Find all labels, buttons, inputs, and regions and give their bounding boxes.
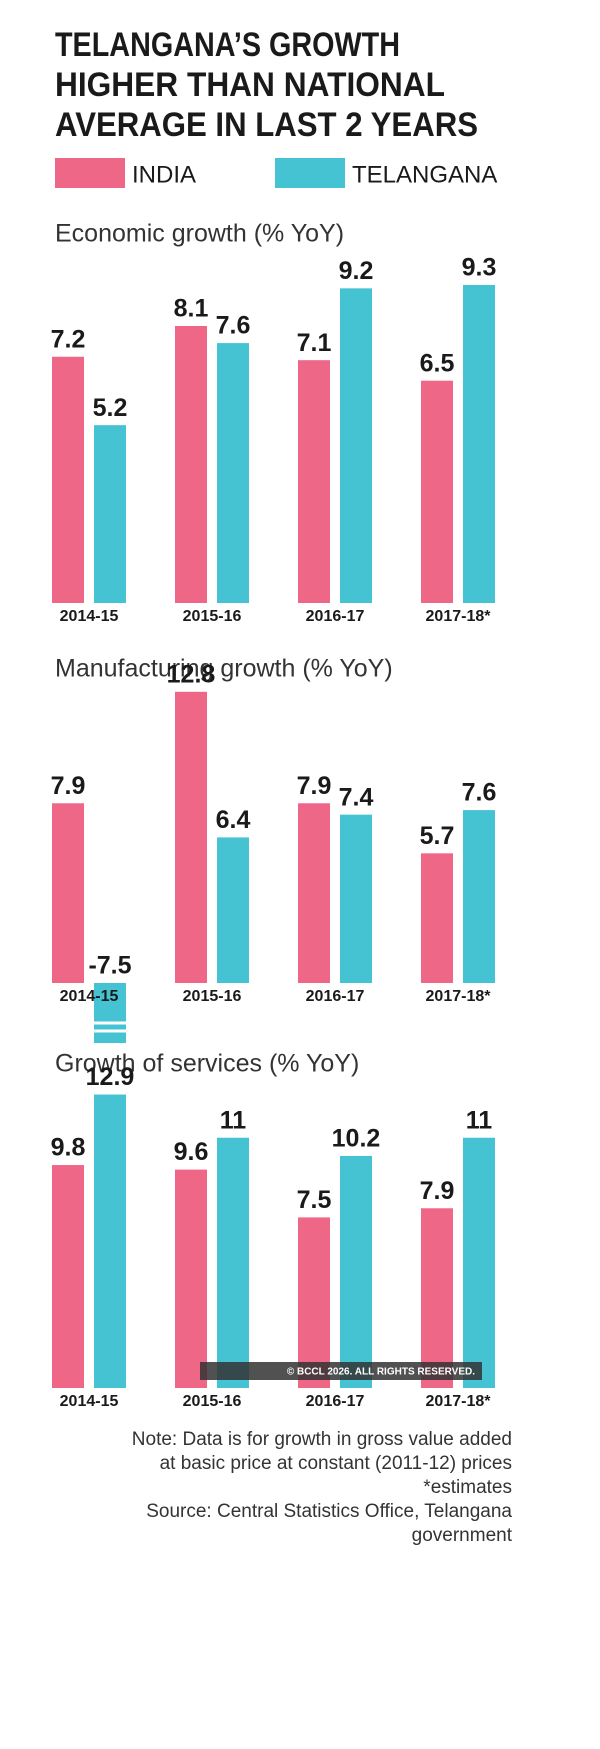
- category-label: 2016-17: [306, 1393, 365, 1410]
- category-label: 2015-16: [183, 1393, 242, 1410]
- bar: [421, 380, 453, 603]
- bars: [52, 1094, 495, 1388]
- value-label: 12.9: [86, 1063, 135, 1091]
- bar: [463, 284, 495, 603]
- bars: [52, 284, 495, 603]
- bar: [340, 288, 372, 603]
- value-label: -7.5: [88, 952, 131, 980]
- value-label: 7.9: [297, 772, 332, 800]
- category-label: 2014-15: [60, 608, 119, 625]
- category-label: 2016-17: [306, 988, 365, 1005]
- chart-subtitle: Manufacturing growth (% YoY): [55, 655, 393, 683]
- bar: [340, 1155, 372, 1388]
- category-label: 2014-15: [60, 988, 119, 1005]
- bar: [340, 814, 372, 983]
- bar: [298, 803, 330, 983]
- value-label: 7.2: [51, 325, 86, 353]
- copyright-bg: [200, 1362, 482, 1380]
- value-label: 7.9: [420, 1177, 455, 1205]
- value-label: 7.9: [51, 772, 86, 800]
- bar: [463, 810, 495, 983]
- value-label: 12.8: [167, 660, 216, 688]
- value-label: 7.5: [297, 1186, 332, 1214]
- value-label: 9.2: [339, 257, 374, 285]
- bars: [52, 691, 495, 1043]
- value-label: 8.1: [174, 295, 209, 323]
- bar: [52, 1165, 84, 1388]
- bar: [463, 1137, 495, 1388]
- bar: [94, 983, 126, 1043]
- bar: [421, 1208, 453, 1388]
- value-label: 6.5: [420, 349, 455, 377]
- bar: [421, 853, 453, 983]
- legend-label: INDIA: [132, 161, 196, 188]
- value-label: 7.6: [216, 312, 251, 340]
- note-line: at basic price at constant (2011-12) pri…: [160, 1453, 512, 1474]
- category-label: 2016-17: [306, 608, 365, 625]
- bar: [298, 1217, 330, 1388]
- category-label: 2017-18*: [426, 988, 492, 1005]
- bar: [298, 360, 330, 603]
- bar: [217, 343, 249, 603]
- legend-swatch: [55, 158, 125, 188]
- legend-swatch: [275, 158, 345, 188]
- bar: [175, 691, 207, 983]
- title-line: TELANGANA’S GROWTH: [55, 26, 400, 64]
- legend-label: TELANGANA: [352, 161, 497, 188]
- value-label: 7.4: [339, 783, 374, 811]
- value-label: 6.4: [216, 806, 251, 834]
- value-label: 9.8: [51, 1134, 86, 1162]
- value-label: 5.2: [93, 394, 128, 422]
- bar: [175, 1169, 207, 1388]
- bar: [52, 356, 84, 603]
- category-label: 2015-16: [183, 988, 242, 1005]
- bar: [94, 1094, 126, 1388]
- title-line: HIGHER THAN NATIONAL: [55, 66, 445, 104]
- value-label: 11: [466, 1106, 493, 1134]
- bar: [217, 837, 249, 983]
- value-label: 11: [220, 1106, 247, 1134]
- value-label: 7.1: [297, 329, 332, 357]
- note-line: *estimates: [423, 1477, 512, 1498]
- chart-subtitle: Growth of services (% YoY): [55, 1050, 359, 1078]
- category-label: 2017-18*: [426, 608, 492, 625]
- bar: [52, 803, 84, 983]
- value-label: 9.3: [462, 254, 497, 282]
- bar: [217, 1137, 249, 1388]
- bar: [175, 325, 207, 603]
- category-label: 2014-15: [60, 1393, 119, 1410]
- title-line: AVERAGE IN LAST 2 YEARS: [55, 106, 478, 144]
- value-label: 5.7: [420, 822, 455, 850]
- bar: [94, 425, 126, 603]
- category-label: 2017-18*: [426, 1393, 492, 1410]
- copyright: © BCCL 2026. ALL RIGHTS RESERVED.: [287, 1367, 475, 1378]
- note-line: Note: Data is for growth in gross value …: [132, 1429, 512, 1450]
- value-label: 7.6: [462, 779, 497, 807]
- value-label: 10.2: [332, 1125, 381, 1153]
- category-label: 2015-16: [183, 608, 242, 625]
- note-line: government: [412, 1525, 513, 1546]
- value-label: 9.6: [174, 1138, 209, 1166]
- note-line: Source: Central Statistics Office, Telan…: [146, 1501, 512, 1522]
- chart-subtitle: Economic growth (% YoY): [55, 220, 344, 248]
